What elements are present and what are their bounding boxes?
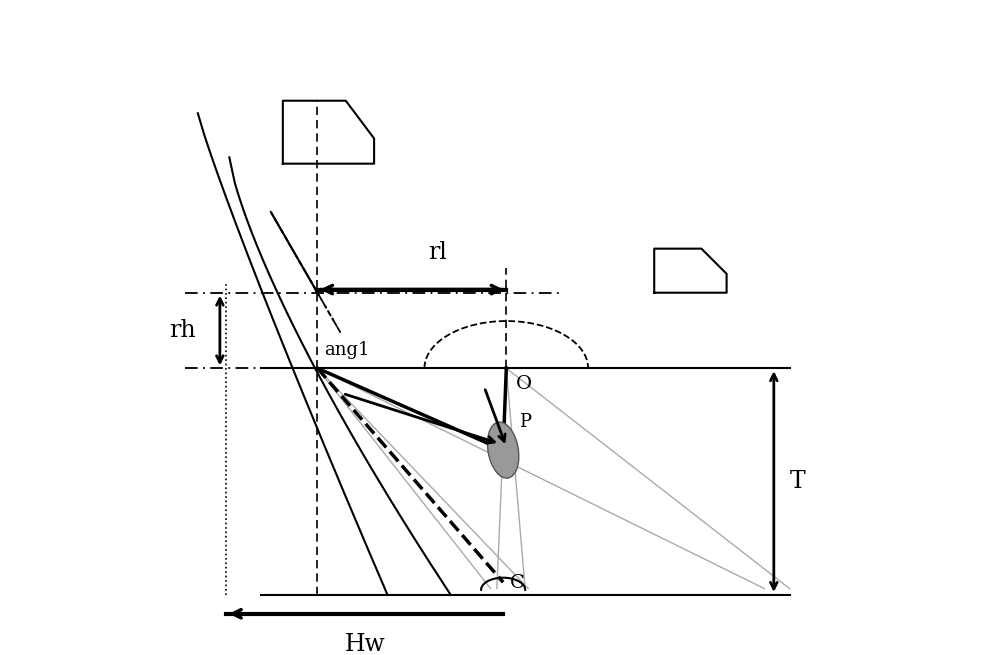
Text: P: P — [519, 413, 531, 431]
Text: C: C — [509, 574, 524, 591]
Text: rl: rl — [428, 242, 446, 265]
Ellipse shape — [487, 422, 519, 478]
Text: Hw: Hw — [344, 633, 385, 655]
Text: rh: rh — [169, 319, 196, 342]
Text: O: O — [516, 375, 532, 392]
Text: ang1: ang1 — [324, 341, 369, 359]
Text: T: T — [790, 470, 805, 493]
